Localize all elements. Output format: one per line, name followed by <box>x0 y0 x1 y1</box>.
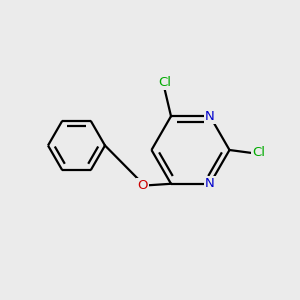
Text: O: O <box>137 179 148 192</box>
Text: N: N <box>205 177 215 190</box>
Text: Cl: Cl <box>252 146 265 160</box>
Text: Cl: Cl <box>158 76 172 89</box>
Text: N: N <box>205 110 215 123</box>
